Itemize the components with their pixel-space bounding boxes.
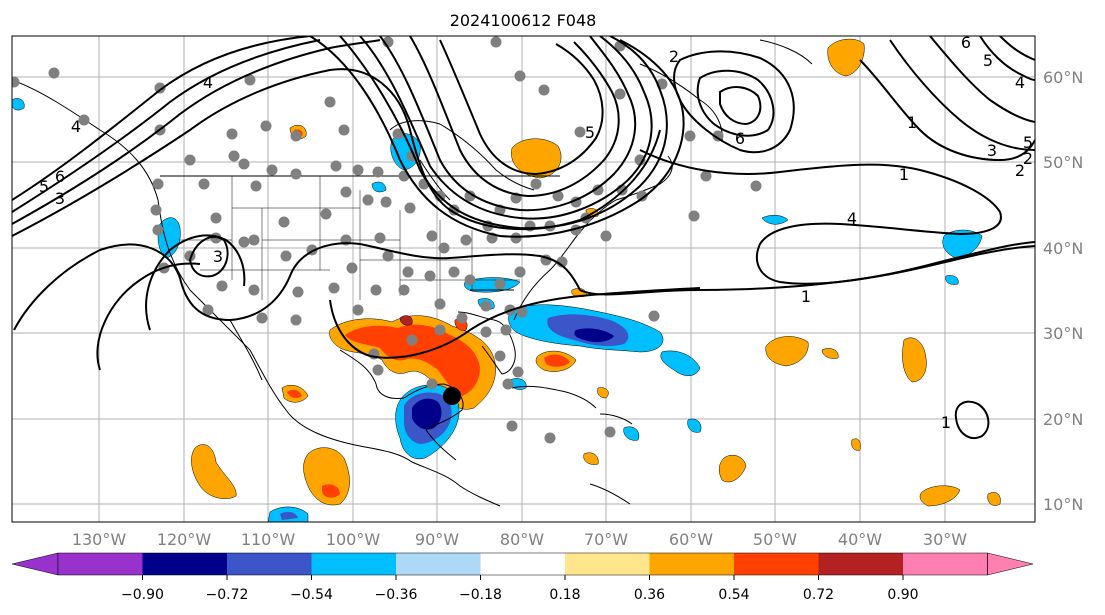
colorbar-extend-right <box>987 552 1034 576</box>
lon-tick-label: 30°W <box>923 530 967 549</box>
contour-label-group: 4 2 6 5 6 5 4 1 3 2 1 4 1 6 5 3 3 1 5 2 <box>39 33 1033 432</box>
contour-label: 1 <box>941 413 951 432</box>
lon-tick-label: 120°W <box>157 530 212 549</box>
contour-label: 6 <box>961 33 971 52</box>
lat-tick-label: 10°N <box>1043 495 1083 514</box>
colorbar-tick-label: −0.18 <box>459 587 502 603</box>
contour-label: 3 <box>213 247 223 266</box>
colorbar-segment <box>565 553 650 575</box>
colorbar: −0.90 −0.72 −0.54 −0.36 −0.18 0.18 0.36 … <box>11 552 1034 603</box>
lon-tick-label: 90°W <box>415 530 459 549</box>
colorbar-tick-label: 0.18 <box>549 587 580 603</box>
contour-label: 4 <box>71 117 81 136</box>
contour-label: 3 <box>987 141 997 160</box>
lon-tick-label: 80°W <box>500 530 544 549</box>
colorbar-segment <box>649 553 734 575</box>
colorbar-ticks <box>142 575 904 580</box>
lon-tick-label: 110°W <box>241 530 296 549</box>
colorbar-tick-label: −0.72 <box>206 587 249 603</box>
colorbar-tick-label: −0.36 <box>375 587 418 603</box>
contour-label: 1 <box>899 165 909 184</box>
contour-label: 4 <box>847 209 857 228</box>
contour-label: 5 <box>1023 133 1033 152</box>
colorbar-segment <box>311 553 396 575</box>
lon-tick-label: 40°W <box>838 530 882 549</box>
lon-tick-label: 130°W <box>72 530 127 549</box>
colorbar-frame <box>57 552 988 576</box>
colorbar-segment <box>903 553 988 575</box>
lon-tick-labels: 130°W 120°W 110°W 100°W 90°W 80°W 70°W 6… <box>72 530 967 549</box>
lon-tick-label: 70°W <box>584 530 628 549</box>
colorbar-tick-label: −0.54 <box>290 587 333 603</box>
lat-tick-label: 60°N <box>1043 68 1083 87</box>
lat-tick-labels: 60°N 50°N 40°N 30°N 20°N 10°N <box>1043 68 1083 514</box>
colorbar-tick-label: 0.90 <box>887 587 918 603</box>
map-frame <box>11 35 1036 523</box>
lat-tick-label: 40°N <box>1043 239 1083 258</box>
lon-tick-label: 100°W <box>326 530 381 549</box>
contour-label: 6 <box>55 167 65 186</box>
colorbar-segment <box>818 553 903 575</box>
contour-label: 5 <box>983 51 993 70</box>
contour-label: 5 <box>585 123 595 142</box>
colorbar-tick-label: 0.36 <box>634 587 665 603</box>
colorbar-segment <box>227 553 312 575</box>
contour-lines <box>12 36 1035 439</box>
filled-anomalies <box>12 38 1001 522</box>
contour-label: 2 <box>669 47 679 66</box>
lon-gridlines <box>98 36 946 522</box>
contour-label: 5 <box>39 177 49 196</box>
contour-label: 4 <box>203 73 213 92</box>
storm-center-marker <box>443 387 461 405</box>
lat-tick-label: 50°N <box>1043 153 1083 172</box>
colorbar-segment <box>396 553 481 575</box>
colorbar-tick-label: 0.72 <box>803 587 834 603</box>
lat-tick-label: 30°N <box>1043 324 1083 343</box>
map-background <box>12 36 1035 522</box>
contour-label: 6 <box>735 129 745 148</box>
contour-label: 2 <box>1023 149 1033 168</box>
contour-label: 4 <box>1015 73 1025 92</box>
state-borders <box>180 176 520 300</box>
figure-title: 2024100612 F048 <box>450 11 597 30</box>
contour-label: 2 <box>1015 161 1025 180</box>
lon-tick-label: 60°W <box>669 530 713 549</box>
colorbar-segment <box>480 553 565 575</box>
colorbar-extend-left <box>11 552 59 576</box>
colorbar-segment <box>142 553 227 575</box>
anomaly-gulf-strong <box>345 324 480 396</box>
map-panel: 4 2 6 5 6 5 4 1 3 2 1 4 1 6 5 3 3 1 5 2 <box>11 33 1083 549</box>
colorbar-segment <box>734 553 819 575</box>
colorbar-segment <box>58 553 143 575</box>
colorbar-tick-labels: −0.90 −0.72 −0.54 −0.36 −0.18 0.18 0.36 … <box>121 587 919 603</box>
colorbar-tick-label: −0.90 <box>121 587 164 603</box>
contour-label: 1 <box>907 113 917 132</box>
contour-label: 3 <box>55 189 65 208</box>
contour-label: 1 <box>801 287 811 306</box>
lat-tick-label: 20°N <box>1043 410 1083 429</box>
colorbar-tick-label: 0.54 <box>718 587 749 603</box>
lon-tick-label: 50°W <box>753 530 797 549</box>
